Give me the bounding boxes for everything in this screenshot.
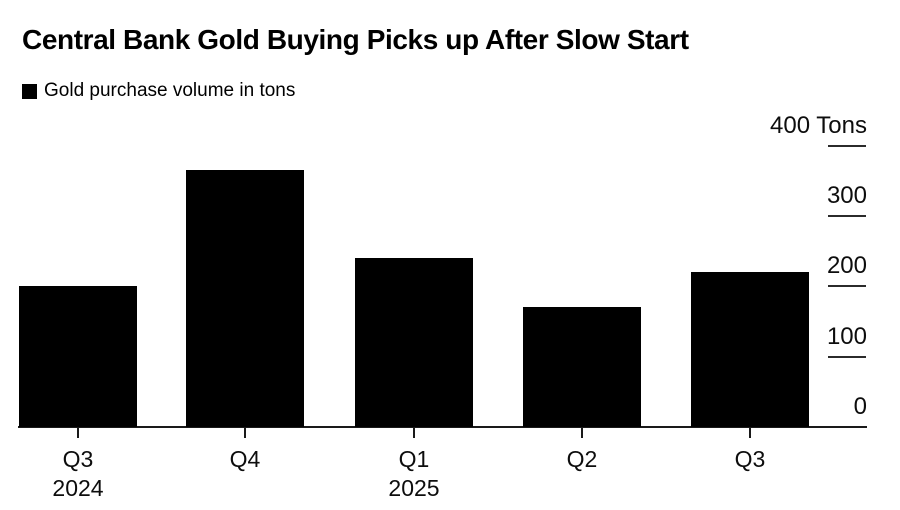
bar-4-q2 xyxy=(523,307,641,427)
y-axis-label-0: 0 xyxy=(853,393,867,420)
y-axis-label-300: 300 xyxy=(826,181,867,209)
y-axis-label-400: 400 Tons xyxy=(770,111,867,139)
bar-3-q1 xyxy=(355,258,473,427)
x-axis-year-label-2024: 2024 xyxy=(52,475,104,501)
chart-title: Central Bank Gold Buying Picks up After … xyxy=(22,24,689,55)
y-axis-label-100: 100 xyxy=(826,322,867,350)
x-axis-line xyxy=(18,426,867,428)
legend: Gold purchase volume in tons xyxy=(22,80,295,102)
y-axis-tick-200 xyxy=(828,285,866,288)
bar-1-q3 xyxy=(19,286,137,427)
x-axis-tick-1 xyxy=(77,428,79,438)
legend-swatch-icon xyxy=(22,83,37,99)
bar-2-q4 xyxy=(186,170,304,427)
x-axis-year-label-2025: 2025 xyxy=(388,475,440,501)
y-axis-tick-400 xyxy=(828,144,866,147)
x-axis-tick-5 xyxy=(749,428,751,438)
x-axis-label-1-q3: Q3 xyxy=(62,446,94,472)
y-axis-tick-300 xyxy=(828,214,866,217)
x-axis-label-5-q3: Q3 xyxy=(734,446,766,472)
legend-label: Gold purchase volume in tons xyxy=(44,80,296,101)
x-axis-label-3-q1: Q1 xyxy=(398,446,430,472)
x-axis-tick-4 xyxy=(581,428,583,438)
bar-5-q3 xyxy=(691,272,809,427)
x-axis-label-4-q2: Q2 xyxy=(566,446,598,472)
x-axis-tick-3 xyxy=(413,428,415,438)
x-axis-tick-2 xyxy=(244,428,246,438)
y-axis-label-200: 200 xyxy=(826,252,867,280)
x-axis-label-2-q4: Q4 xyxy=(229,446,261,472)
y-axis-tick-100 xyxy=(828,355,866,358)
